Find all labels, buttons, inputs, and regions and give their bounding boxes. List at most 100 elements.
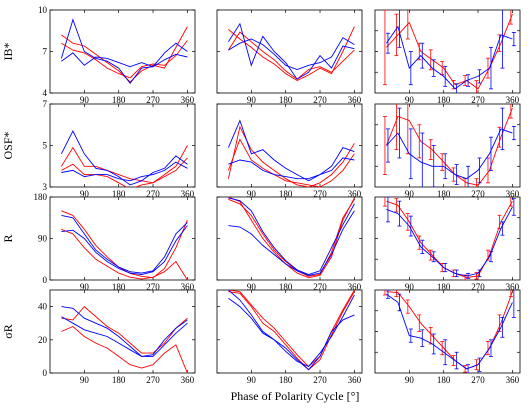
series-line-blue-4 (228, 294, 355, 367)
plot-area (60, 129, 188, 187)
panel-r3-c2: 90 180 270 360 (216, 196, 363, 292)
x-tick-label: 360 (348, 282, 362, 292)
x-tick-label: 90 (247, 95, 257, 105)
series-line-blue-4 (228, 210, 355, 276)
x-tick-label: 360 (181, 189, 195, 199)
series-line-red-1 (61, 145, 188, 184)
series-line-blue-4 (61, 316, 188, 357)
y-tick-label: 7 (43, 99, 48, 109)
panel-frame (216, 196, 363, 281)
series-line-blue-2 (386, 293, 513, 370)
plot-area (382, 290, 516, 373)
series-line-blue-3 (228, 197, 355, 275)
series-line-red-1 (386, 14, 513, 90)
y-tick-label: 7 (43, 47, 48, 57)
x-tick-label: 90 (80, 282, 90, 292)
x-tick-label: 180 (437, 95, 451, 105)
series-line-blue-3 (60, 129, 188, 186)
x-tick-label: 270 (313, 375, 327, 385)
x-tick-label: 180 (112, 95, 126, 105)
series-line-red-2 (61, 325, 188, 373)
series-line-blue-2 (386, 25, 513, 90)
x-tick-label: 180 (437, 189, 451, 199)
x-tick-label: 90 (405, 375, 415, 385)
x-tick-label: 180 (279, 282, 293, 292)
y-axis-label: OSF* (1, 131, 15, 159)
x-tick-label: 270 (146, 95, 160, 105)
x-tick-label: 180 (279, 95, 293, 105)
series-line-red-1 (61, 305, 188, 354)
x-tick-label: 180 (279, 189, 293, 199)
series-line-red-1 (61, 210, 188, 279)
y-tick-label: 0 (43, 275, 48, 285)
x-tick-label: 360 (181, 95, 195, 105)
x-tick-label: 180 (437, 375, 451, 385)
y-axis-label: R (1, 234, 15, 242)
panel-r2-c2: 90 180 270 360 (216, 103, 363, 199)
series-line-blue-2 (386, 128, 513, 180)
panel-r2-c3: 90 180 270 360 (374, 103, 521, 199)
series-line-blue-4 (61, 225, 188, 275)
x-tick-label: 360 (348, 95, 362, 105)
series-line-blue-3 (228, 290, 355, 371)
series-line-red-2 (61, 157, 188, 187)
x-tick-label: 270 (146, 189, 160, 199)
x-tick-label: 90 (247, 282, 257, 292)
series-line-red-2 (228, 198, 355, 277)
series-line-blue-3 (61, 306, 188, 357)
panel-r4-c2: 90 180 270 360 (216, 289, 363, 385)
panel-frame (49, 289, 196, 374)
plot-area (227, 119, 355, 187)
series-line-blue-4 (228, 37, 355, 70)
series-line-red-2 (61, 40, 188, 79)
series-line-red-1 (61, 26, 188, 83)
panel-r3-c3: 90 180 270 360 (374, 196, 521, 292)
x-tick-label: 90 (247, 375, 257, 385)
y-tick-label: 4 (43, 88, 48, 98)
x-tick-label: 360 (181, 282, 195, 292)
x-tick-label: 360 (506, 375, 520, 385)
panel-r1-c3: 90 180 270 360 (374, 9, 521, 105)
y-tick-label: 90 (38, 234, 48, 244)
plot-area (228, 197, 355, 279)
plot-area (60, 18, 188, 85)
x-tick-label: 180 (112, 375, 126, 385)
x-tick-label: 90 (80, 375, 90, 385)
x-tick-label: 270 (313, 282, 327, 292)
series-line-red-1 (385, 108, 513, 186)
x-tick-label: 360 (506, 95, 520, 105)
y-tick-label: 3 (43, 182, 48, 192)
x-tick-label: 360 (348, 375, 362, 385)
y-tick-label: 40 (38, 302, 48, 312)
plot-area (228, 22, 355, 82)
y-axis-label: IB* (1, 43, 15, 61)
x-tick-label: 270 (146, 375, 160, 385)
x-tick-label: 90 (80, 95, 90, 105)
x-tick-label: 270 (146, 282, 160, 292)
x-tick-label: 270 (471, 375, 485, 385)
x-tick-label: 360 (506, 189, 520, 199)
x-tick-label: 180 (112, 282, 126, 292)
plot-area (61, 305, 188, 373)
series-line-blue-4 (61, 52, 188, 68)
panel-r2-c1: 90 180 270 360 3 5 7 OSF* (1, 99, 196, 199)
x-tick-label: 90 (405, 95, 415, 105)
y-axis-label: σR (1, 324, 15, 338)
x-tick-label: 270 (471, 95, 485, 105)
panel-r4-c3: 90 180 270 360 (374, 289, 521, 385)
panel-frame (49, 103, 196, 188)
y-tick-label: 0 (43, 368, 48, 378)
series-line-blue-3 (228, 22, 355, 80)
x-tick-label: 270 (471, 189, 485, 199)
series-line-red-2 (228, 291, 355, 371)
plot-area (382, 104, 516, 187)
series-line-blue-4 (61, 161, 188, 182)
y-tick-label: 5 (43, 141, 48, 151)
x-tick-label: 90 (405, 189, 415, 199)
panel-r4-c1: 90 180 270 360 0 20 40 σR (1, 289, 196, 385)
panel-frame (216, 103, 363, 188)
x-tick-label: 180 (279, 375, 293, 385)
series-line-red-1 (386, 291, 513, 370)
